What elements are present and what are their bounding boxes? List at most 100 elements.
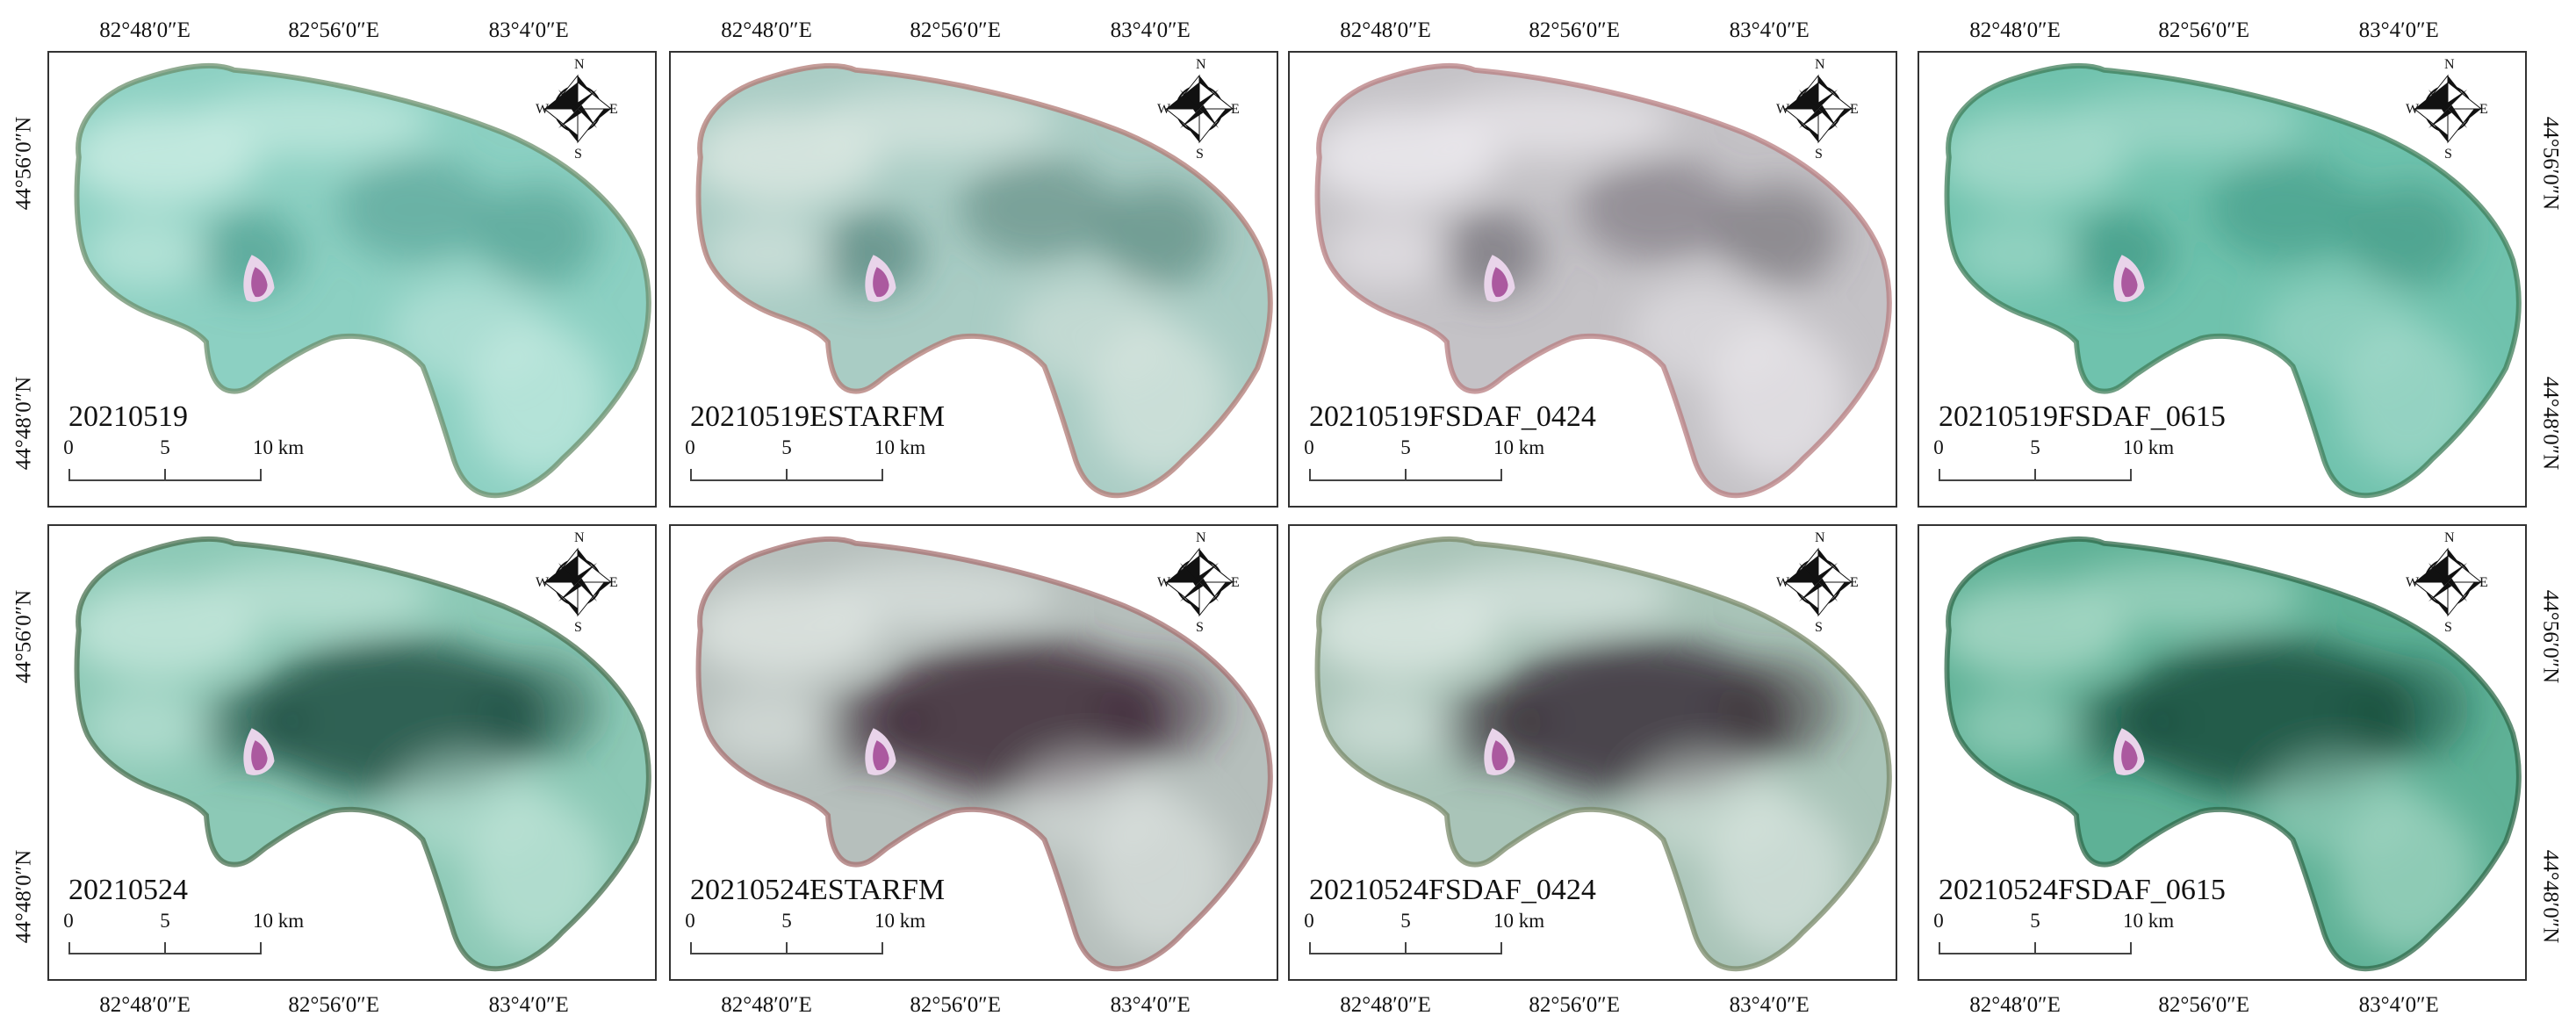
scale-bar-midtick [1405, 469, 1407, 481]
compass-rose-icon [543, 547, 613, 617]
compass-e-label: E [1850, 575, 1859, 590]
map-panel: N S E W 20210519FSDAF_0615 0 5 10 km [1918, 51, 2527, 508]
latitude-tick-left: 44°56′0″N [11, 116, 36, 210]
map-panel: N S E W 20210524FSDAF_0424 0 5 10 km [1288, 524, 1897, 981]
longitude-tick-top: 82°56′0″E [288, 18, 379, 42]
latitude-tick-right: 44°56′0″N [2538, 589, 2563, 683]
scale-bar: 0 5 10 km [685, 910, 925, 965]
map-panel: N S E W 20210519ESTARFM 0 5 10 km [669, 51, 1278, 508]
scale-bar-midtick [786, 942, 788, 954]
compass-s-label: S [574, 147, 582, 162]
scale-bar-label: 10 km [2123, 436, 2175, 458]
lake-image [695, 536, 1273, 972]
scale-bar-label: 0 [1304, 436, 1314, 458]
map-panel: N S E W 20210524FSDAF_0615 0 5 10 km [1918, 524, 2527, 981]
scale-bar-label: 5 [781, 910, 792, 932]
scale-bar: 0 5 10 km [1304, 436, 1544, 492]
compass-rose-icon [543, 74, 613, 144]
compass-w-label: W [536, 575, 550, 590]
longitude-tick-top: 82°48′0″E [99, 18, 191, 42]
lake-image [1944, 62, 2522, 499]
compass-s-label: S [2444, 620, 2452, 635]
longitude-tick-top: 82°48′0″E [721, 18, 812, 42]
compass-n-label: N [1196, 530, 1206, 545]
longitude-tick-bottom: 83°4′0″E [2358, 993, 2439, 1017]
scale-bar-label: 0 [1304, 910, 1314, 932]
compass-n-label: N [1815, 57, 1825, 72]
compass-n-label: N [1196, 57, 1206, 72]
scale-bar: 0 5 10 km [1933, 911, 2174, 965]
scale-bar-label: 5 [1400, 436, 1411, 458]
panel-label: 20210524FSDAF_0615 [1939, 874, 2226, 906]
longitude-tick-top: 82°56′0″E [910, 18, 1001, 42]
compass-e-label: E [609, 575, 618, 590]
longitude-tick-bottom: 82°48′0″E [721, 993, 812, 1017]
latitude-tick-right: 44°48′0″N [2538, 849, 2563, 944]
longitude-tick-bottom: 82°56′0″E [288, 993, 379, 1017]
compass-rose-icon [1164, 74, 1234, 144]
lake-image [695, 62, 1273, 499]
map-panel: N S E W 20210519 0 5 10 km [47, 51, 657, 508]
compass-w-label: W [536, 102, 550, 117]
longitude-tick-top: 82°56′0″E [2158, 18, 2249, 42]
north-arrow-compass: N S E W [1776, 530, 1860, 635]
longitude-tick-bottom: 82°48′0″E [99, 993, 191, 1017]
compass-n-label: N [2444, 57, 2455, 72]
scale-bar-label: 5 [1400, 910, 1411, 932]
longitude-tick-bottom: 82°48′0″E [1969, 993, 2061, 1017]
longitude-tick-bottom: 83°4′0″E [488, 993, 569, 1017]
scale-bar-label: 0 [685, 910, 695, 932]
panel-label: 20210519FSDAF_0424 [1309, 400, 1596, 433]
longitude-tick-bottom: 82°56′0″E [910, 993, 1001, 1017]
north-arrow-compass: N S E W [1157, 530, 1241, 635]
scale-bar: 0 5 10 km [63, 437, 304, 492]
compass-w-label: W [1157, 102, 1171, 117]
longitude-tick-top: 83°4′0″E [2358, 18, 2439, 42]
compass-w-label: W [2406, 575, 2420, 590]
scale-bar: 0 5 10 km [1933, 436, 2174, 492]
scale-bar-midtick [2034, 942, 2036, 954]
compass-n-label: N [2444, 530, 2455, 545]
panel-label: 20210524FSDAF_0424 [1309, 874, 1596, 906]
latitude-tick-left: 44°48′0″N [11, 376, 36, 471]
lake-image [1314, 62, 1892, 499]
compass-n-label: N [1815, 530, 1825, 545]
scale-bar-midtick [786, 469, 788, 481]
scale-bar-label: 10 km [1493, 436, 1545, 458]
compass-s-label: S [574, 620, 582, 635]
compass-e-label: E [1231, 102, 1240, 117]
longitude-tick-bottom: 82°48′0″E [1340, 993, 1431, 1017]
longitude-tick-top: 82°48′0″E [1340, 18, 1431, 42]
panel-label: 20210524 [68, 874, 188, 906]
compass-e-label: E [609, 102, 618, 117]
map-panel: N S E W 20210519FSDAF_0424 0 5 10 km [1288, 51, 1897, 508]
panel-label: 20210519ESTARFM [690, 400, 946, 433]
scale-bar-label: 0 [685, 436, 695, 458]
scale-bar: 0 5 10 km [685, 437, 925, 492]
compass-rose-icon [2413, 74, 2483, 144]
compass-w-label: W [1776, 102, 1790, 117]
compass-s-label: S [1815, 620, 1823, 635]
compass-rose-icon [1783, 547, 1853, 617]
scale-bar-label: 5 [160, 910, 170, 932]
scale-bar-label: 0 [63, 436, 74, 458]
latitude-tick-left: 44°56′0″N [11, 589, 36, 683]
longitude-tick-bottom: 82°56′0″E [1529, 993, 1620, 1017]
longitude-tick-bottom: 83°4′0″E [1110, 993, 1191, 1017]
lake-image [74, 536, 651, 972]
lake-image [74, 62, 651, 499]
latitude-tick-right: 44°56′0″N [2538, 116, 2563, 210]
scale-bar-label: 10 km [874, 436, 926, 458]
compass-w-label: W [1157, 575, 1171, 590]
compass-s-label: S [1196, 620, 1204, 635]
scale-bar-label: 5 [2030, 436, 2040, 458]
longitude-tick-top: 83°4′0″E [1110, 18, 1191, 42]
compass-n-label: N [574, 57, 585, 72]
compass-e-label: E [1850, 102, 1859, 117]
scale-bar-label: 0 [63, 910, 74, 932]
scale-bar-label: 10 km [874, 910, 926, 932]
longitude-tick-top: 83°4′0″E [488, 18, 569, 42]
scale-bar: 0 5 10 km [1304, 910, 1544, 965]
longitude-tick-bottom: 82°56′0″E [2158, 993, 2249, 1017]
scale-bar: 0 5 10 km [63, 910, 304, 965]
